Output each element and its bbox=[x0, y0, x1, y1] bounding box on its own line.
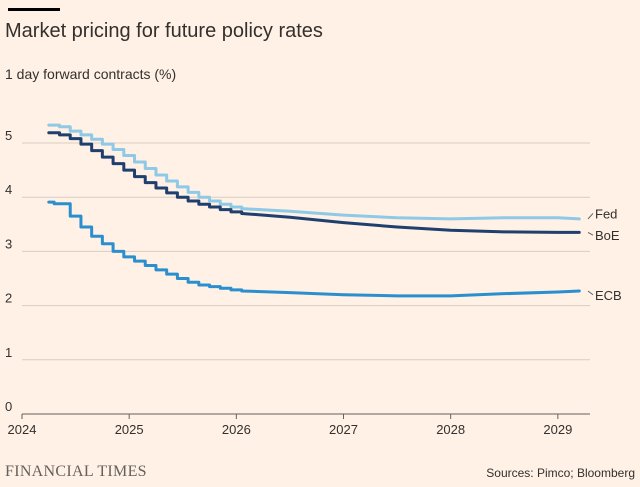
top-accent-bar bbox=[8, 8, 60, 11]
series-label-boe: BoE bbox=[595, 228, 620, 243]
brand-logo-text: FINANCIAL TIMES bbox=[5, 463, 147, 480]
grid-layer: 0 1 2 3 4 5 2024 2025 2026 2027 2028 2029 bbox=[5, 128, 590, 437]
series-line-boe bbox=[47, 131, 581, 234]
x-tick-label: 2029 bbox=[543, 422, 572, 437]
line-layer bbox=[47, 123, 581, 298]
chart-title: Market pricing for future policy rates bbox=[5, 20, 323, 42]
label-leader-fed bbox=[587, 213, 594, 220]
y-tick-label: 1 bbox=[5, 345, 12, 360]
y-tick-label: 4 bbox=[5, 182, 12, 197]
label-leader-ecb bbox=[587, 290, 594, 296]
label-leader-boe bbox=[587, 231, 594, 236]
label-layer: Fed BoE ECB bbox=[587, 206, 622, 303]
x-tick-label: 2027 bbox=[329, 422, 358, 437]
chart-subtitle: 1 day forward contracts (%) bbox=[5, 66, 177, 82]
y-tick-label: 0 bbox=[5, 399, 12, 414]
x-tick-label: 2024 bbox=[8, 422, 37, 437]
series-label-ecb: ECB bbox=[595, 288, 622, 303]
x-tick-label: 2026 bbox=[222, 422, 251, 437]
y-tick-label: 2 bbox=[5, 291, 12, 306]
series-label-fed: Fed bbox=[595, 206, 617, 221]
y-tick-label: 3 bbox=[5, 236, 12, 251]
x-tick-label: 2025 bbox=[115, 422, 144, 437]
source-note: Sources: Pimco; Bloomberg bbox=[486, 466, 635, 480]
series-line-fed bbox=[47, 123, 581, 221]
series-line-ecb bbox=[47, 200, 581, 298]
y-tick-label: 5 bbox=[5, 128, 12, 143]
x-tick-label: 2028 bbox=[436, 422, 465, 437]
